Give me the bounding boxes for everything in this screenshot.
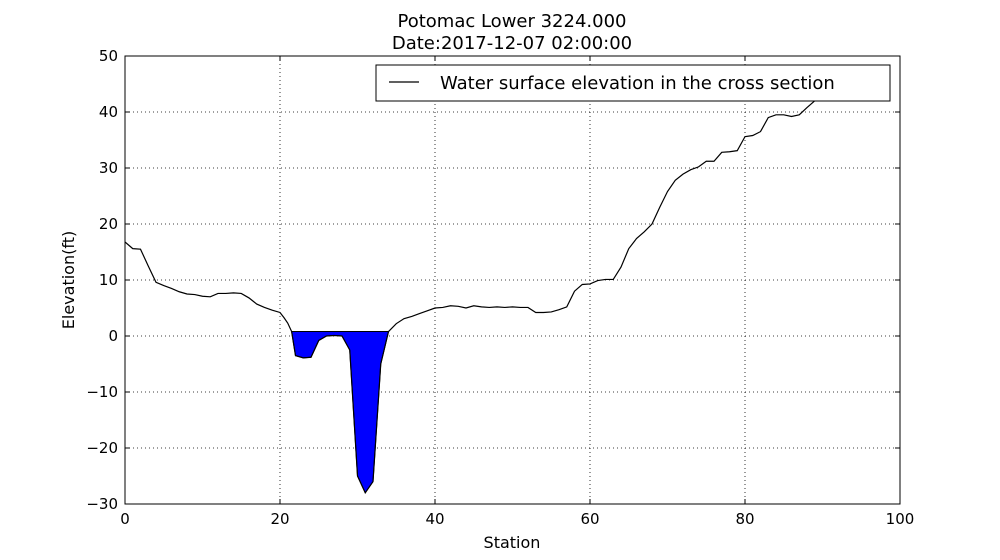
y-tick-label: 40 — [99, 103, 118, 121]
legend: Water surface elevation in the cross sec… — [375, 64, 891, 102]
y-axis-label: Elevation(ft) — [59, 231, 78, 329]
x-axis-label: Station — [484, 533, 541, 552]
x-tick-label: 40 — [425, 510, 444, 528]
x-tick-label: 20 — [270, 510, 289, 528]
y-tick-label: −20 — [86, 439, 118, 457]
x-tick-label: 0 — [120, 510, 130, 528]
y-tick-label: 20 — [99, 215, 118, 233]
y-tick-label: −10 — [86, 383, 118, 401]
series-lines — [124, 100, 816, 495]
y-tick-label: 0 — [108, 327, 118, 345]
chart-subtitle: Date:2017-12-07 02:00:00 — [392, 33, 632, 54]
x-tick-label: 100 — [886, 510, 915, 528]
y-tick-label: −30 — [86, 495, 118, 513]
axis-ticks: 0 20 40 60 80 100 −30 −20 −10 0 10 20 30 40 50 — [86, 47, 914, 528]
y-tick-label: 30 — [99, 159, 118, 177]
y-tick-label: 10 — [99, 271, 118, 289]
cross-section-line — [124, 100, 816, 495]
chart-title: Potomac Lower 3224.000 — [397, 11, 626, 32]
x-tick-label: 60 — [580, 510, 599, 528]
grid-lines — [125, 56, 900, 504]
x-tick-label: 80 — [735, 510, 754, 528]
y-tick-label: 50 — [99, 47, 118, 65]
legend-entry-label: Water surface elevation in the cross sec… — [440, 73, 835, 94]
legend-box — [375, 64, 891, 102]
